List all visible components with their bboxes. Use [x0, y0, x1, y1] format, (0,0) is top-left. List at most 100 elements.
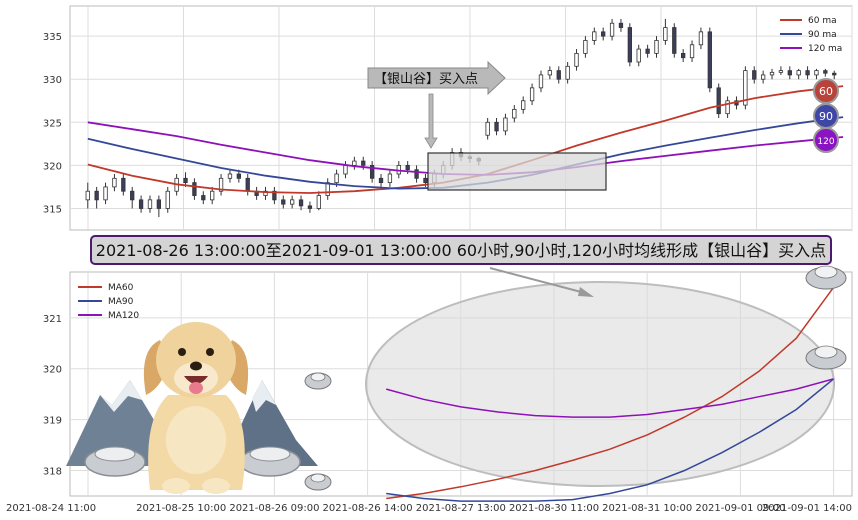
candle: [663, 27, 668, 41]
y-tick-label: 319: [43, 416, 62, 427]
candle: [201, 195, 206, 201]
y-tick-label: 320: [43, 161, 62, 172]
banner-box: [90, 235, 832, 265]
series-line-ma60: [386, 286, 835, 500]
ingot-marker-top: [310, 372, 326, 382]
candle: [378, 177, 384, 184]
legend-label: 90 ma: [808, 30, 837, 40]
candle: [556, 70, 561, 80]
top-plot-area: [69, 5, 853, 231]
candle: [689, 44, 695, 59]
callout-label: 【银山谷】买入点: [374, 72, 478, 87]
candle: [130, 190, 135, 201]
candle: [716, 87, 721, 115]
candle: [387, 173, 393, 184]
mountain-left-snow: [100, 380, 142, 412]
y-tick-label: 315: [43, 204, 62, 215]
series-line-ma120: [386, 378, 834, 418]
candle: [290, 199, 295, 205]
candle: [787, 70, 792, 76]
ingot-markers: [304, 265, 847, 491]
bottom-x-ticks: 2021-08-24 11:00 2021-08-25 10:00 2021-08-…: [6, 503, 852, 514]
candle: [512, 108, 517, 119]
candle: [769, 71, 775, 76]
ma-badges: 60 90 120: [813, 78, 839, 153]
candle: [272, 190, 277, 201]
candle: [210, 190, 215, 201]
x-tick-label: 2021-08-26 14:00: [323, 503, 413, 514]
candle: [592, 31, 597, 41]
candle: [352, 160, 357, 166]
x-tick-label: 2021-08-30 11:00: [509, 503, 599, 514]
ingot-marker-top: [310, 473, 326, 483]
y-tick-label: 320: [43, 365, 62, 376]
x-tick-label: 2021-08-27 13:00: [416, 503, 506, 514]
ingot-marker-top: [814, 345, 838, 359]
dog-nose: [190, 361, 202, 371]
candle: [85, 190, 90, 201]
mascot-illustration: [66, 322, 318, 494]
ingot-marker-end-ma60: [805, 265, 847, 290]
candle: [316, 195, 321, 209]
candle: [405, 164, 410, 171]
candle: [760, 74, 766, 80]
candle: [138, 199, 144, 209]
series-line-ma90: [386, 378, 835, 502]
candle: [236, 173, 241, 179]
candle: [94, 190, 99, 201]
x-tick-label: 2021-08-26 09:00: [229, 503, 319, 514]
candle: [725, 100, 730, 115]
candle: [343, 164, 348, 175]
candle: [112, 177, 117, 188]
candle: [752, 70, 757, 80]
y-tick-label: 335: [43, 32, 62, 43]
badge-120: [813, 127, 839, 153]
candle: [778, 70, 784, 73]
ingot-marker-start-ma120: [304, 372, 332, 390]
y-tick-label: 330: [43, 75, 62, 86]
candle: [743, 70, 748, 106]
ingot-marker-top: [814, 265, 838, 279]
candle: [583, 40, 588, 54]
mountain-left: [66, 380, 160, 466]
candle: [698, 31, 704, 46]
candle: [636, 48, 641, 63]
candle: [334, 173, 339, 184]
candle: [574, 52, 579, 67]
candle: [281, 199, 286, 205]
candle: [192, 182, 197, 196]
dog-mouth: [184, 376, 208, 384]
dog-paw-left: [162, 478, 190, 494]
candle: [494, 121, 499, 132]
candle: [369, 164, 375, 179]
y-tick-label: 321: [43, 314, 62, 325]
ellipse-pointer-arrow: [489, 267, 586, 294]
candle: [538, 74, 544, 89]
candle: [796, 70, 801, 76]
callout-down-arrow: [424, 93, 438, 149]
candle: [672, 27, 677, 54]
candle: [298, 199, 304, 207]
x-tick-label: 2021-09-01 09:00: [695, 503, 785, 514]
x-tick-label: 2021-08-24 11:00: [6, 503, 96, 514]
callout-arrow-shape: [367, 60, 506, 96]
ellipse-pointer-head: [578, 287, 594, 297]
candle: [618, 22, 624, 28]
mountain-right: [222, 380, 318, 466]
candle: [529, 87, 535, 102]
candle: [147, 199, 153, 209]
legend-label: 60 ma: [808, 16, 837, 26]
candle: [218, 177, 224, 192]
dog-chest: [166, 406, 226, 474]
candle: [307, 205, 313, 209]
badge-120-text: 120: [817, 137, 834, 147]
bottom-legend: MA60 MA90 MA120: [78, 283, 139, 321]
bottom-y-ticks: 318 319 320 321: [43, 314, 62, 478]
candle: [681, 52, 686, 59]
legend-label: MA90: [108, 297, 134, 307]
x-tick-label: 2021-08-31 10:00: [602, 503, 692, 514]
top-grid: [70, 6, 853, 230]
legend-label: 120 ma: [808, 44, 842, 54]
dog-eye-right: [206, 348, 214, 356]
candle: [805, 70, 810, 76]
